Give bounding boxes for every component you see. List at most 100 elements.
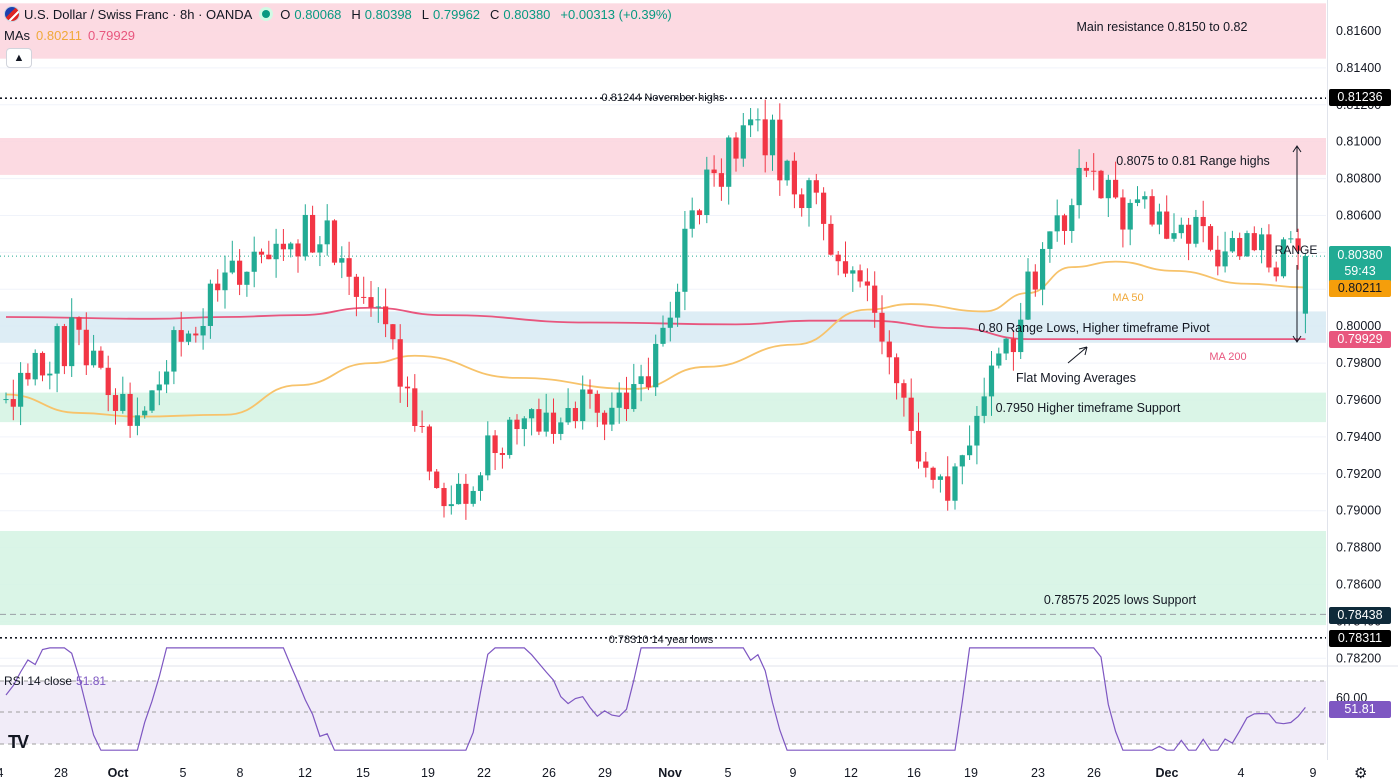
current-price-value: 0.80380 (1337, 248, 1383, 262)
time-tick-label: 28 (54, 766, 68, 780)
candle-body (842, 261, 849, 274)
candle-body (171, 330, 177, 372)
candle-body (1032, 271, 1038, 290)
candle-body (1142, 196, 1148, 200)
flat-ma-arrow (1067, 346, 1088, 364)
candle-body (923, 461, 929, 468)
candle-body (149, 390, 155, 411)
close-label: C (490, 6, 500, 22)
price-tick-label: 0.81000 (1336, 135, 1381, 149)
candle-body (945, 476, 951, 501)
range-arrowhead-up (1292, 145, 1302, 153)
candle-body (470, 490, 476, 504)
candle-body (1186, 224, 1192, 244)
candle-body (675, 291, 681, 318)
candle-body (266, 254, 272, 260)
candles[interactable] (3, 99, 1308, 520)
candle-body (696, 210, 703, 216)
price-axis[interactable] (1327, 0, 1398, 760)
candle-body (1091, 170, 1097, 172)
candle-body (134, 415, 140, 426)
gear-icon[interactable]: ⚙ (1354, 765, 1368, 782)
ma200-label: MA 200 (1209, 351, 1246, 363)
candle-body (1229, 238, 1235, 252)
candle-body (755, 119, 761, 121)
ma200-badge: 0.79929 (1329, 331, 1391, 348)
candle-body (98, 350, 104, 368)
open-value: 0.80068 (294, 6, 342, 22)
candle-body (1018, 319, 1024, 353)
candle-body (244, 271, 250, 285)
candle-body (258, 251, 265, 255)
range-label: RANGE (1275, 243, 1318, 257)
candle-body (229, 260, 235, 273)
time-tick-label: 23 (1031, 766, 1045, 780)
zone-band (0, 530, 1326, 626)
range-arrowhead-down (1292, 335, 1302, 343)
price-tick-label: 0.81600 (1336, 24, 1381, 38)
time-axis[interactable] (0, 760, 1327, 783)
ma50-legend-value: 0.80211 (36, 27, 83, 43)
time-tick-label: 9 (790, 766, 797, 780)
candle-body (237, 260, 243, 285)
candle-body (667, 317, 673, 328)
candle-body (1076, 167, 1082, 206)
candle-body (324, 220, 330, 245)
candle-body (105, 367, 111, 396)
candle-body (39, 352, 46, 376)
open-label: O (280, 6, 291, 22)
candle-body (295, 243, 301, 257)
rsi-label: RSI 14 close (4, 674, 73, 688)
rsi-pane[interactable]: 60.00 (0, 647, 1398, 751)
candle-body (1047, 231, 1053, 249)
change-value: +0.00313 (+0.39%) (560, 6, 672, 22)
candle-body (1288, 238, 1294, 240)
candle-body (178, 330, 184, 342)
symbol-header: U.S. Dollar / Swiss Franc · 8h · OANDA O… (4, 4, 678, 24)
candle-body (1302, 256, 1308, 314)
support-7950-label: 0.7950 Higher timeframe Support (996, 401, 1181, 415)
candle-body (1178, 224, 1184, 234)
candle-body (164, 371, 170, 385)
candle-body (996, 353, 1002, 366)
candle-body (1134, 199, 1141, 203)
candle-body (908, 397, 914, 431)
candle-body (339, 258, 345, 263)
candle-body (397, 339, 403, 387)
time-tick-label: 26 (1087, 766, 1101, 780)
time-tick-label: Nov (658, 766, 682, 780)
candle-body (477, 475, 484, 491)
candle-body (32, 352, 38, 380)
collapse-legend-button[interactable]: ▲ (6, 48, 32, 68)
price-tick-label: 0.80600 (1336, 209, 1381, 223)
candle-body (550, 412, 557, 434)
candle-body (448, 504, 454, 507)
rsi-line (5, 647, 1306, 751)
candle-body (959, 455, 965, 467)
annotations: Main resistance 0.8150 to 0.82 0.81244 N… (602, 20, 1318, 646)
candle-body (791, 160, 797, 195)
candle-body (1280, 239, 1287, 277)
candle-body (967, 445, 973, 456)
candle-body (1105, 179, 1111, 199)
low-label: L (421, 6, 430, 22)
ma50-line (5, 260, 1306, 418)
rsi-legend[interactable]: RSI 14 close 51.81 (4, 674, 106, 688)
price-tick-label: 0.80800 (1336, 172, 1381, 186)
candle-body (915, 430, 922, 462)
candle-body (368, 297, 374, 308)
candle-body (142, 410, 148, 416)
time-tick-label: 26 (542, 766, 556, 780)
time-tick-label: 12 (844, 766, 858, 780)
mas-legend[interactable]: MAs 0.80211 0.79929 (4, 26, 135, 44)
candle-body (346, 258, 352, 277)
candle-body (120, 393, 126, 411)
candle-body (1251, 233, 1257, 251)
candle-body (901, 383, 907, 398)
flat-ma-arrowhead (1078, 346, 1088, 356)
symbol-title[interactable]: U.S. Dollar / Swiss Franc · 8h · OANDA (24, 6, 253, 22)
candle-body (682, 228, 688, 292)
tradingview-logo-icon[interactable]: TV (8, 732, 29, 752)
ma50-label: MA 50 (1112, 292, 1143, 304)
